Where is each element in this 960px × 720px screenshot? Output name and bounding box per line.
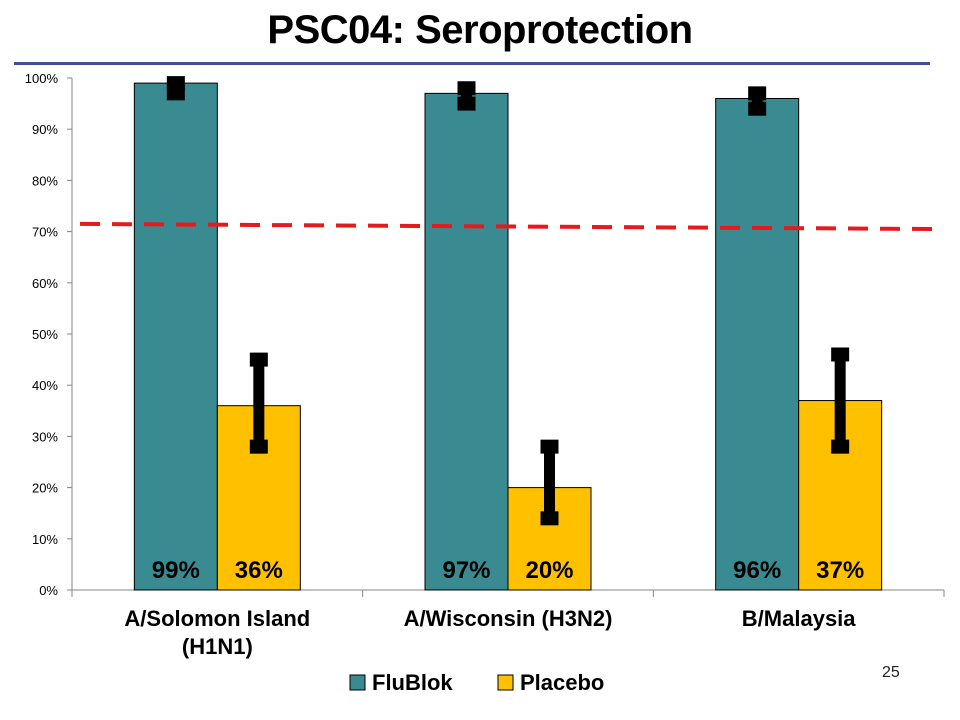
error-cap-lower bbox=[457, 96, 476, 111]
data-label: 97% bbox=[442, 557, 490, 584]
legend-label: Placebo bbox=[520, 670, 604, 695]
data-label: 96% bbox=[733, 557, 781, 584]
data-label: 99% bbox=[152, 557, 200, 584]
y-tick-label: 60% bbox=[32, 276, 58, 291]
slide-title: PSC04: Seroprotection bbox=[267, 8, 693, 52]
y-tick-label: 80% bbox=[32, 173, 58, 188]
error-cap-lower bbox=[166, 86, 185, 101]
chart-legend: FluBlok Placebo bbox=[349, 670, 604, 695]
category-label: B/Malaysia bbox=[742, 606, 856, 631]
error-cap-upper bbox=[831, 347, 850, 362]
legend-label: FluBlok bbox=[372, 670, 453, 695]
error-cap-upper bbox=[540, 439, 559, 454]
legend-swatch bbox=[497, 674, 514, 691]
chart-labels: 99% 36% A/Solomon Island (H1N1) 97% 20% A/Wisc… bbox=[124, 557, 864, 659]
y-tick-label: 40% bbox=[32, 378, 58, 393]
error-cap-lower bbox=[831, 439, 850, 454]
y-tick-label: 0% bbox=[39, 583, 58, 598]
y-tick-label: 20% bbox=[32, 481, 58, 496]
y-tick-label: 30% bbox=[32, 429, 58, 444]
bar-flublok bbox=[133, 82, 218, 591]
error-cap-upper bbox=[457, 81, 476, 96]
title-divider bbox=[14, 62, 930, 65]
legend-swatch bbox=[349, 674, 366, 691]
y-tick-label: 100% bbox=[25, 71, 59, 86]
threshold-line bbox=[79, 221, 939, 232]
bar-flublok bbox=[715, 97, 800, 591]
y-tick-label: 90% bbox=[32, 122, 58, 137]
threshold-line-group bbox=[79, 221, 939, 232]
data-label: 37% bbox=[816, 557, 864, 584]
error-cap-upper bbox=[249, 352, 268, 367]
error-cap-lower bbox=[249, 439, 268, 454]
y-tick-label: 10% bbox=[32, 532, 58, 547]
slide-number: 25 bbox=[882, 664, 900, 681]
error-cap-upper bbox=[748, 86, 767, 101]
bar-flublok bbox=[424, 92, 509, 591]
category-label: A/Solomon Island bbox=[124, 606, 310, 631]
error-cap-lower bbox=[540, 511, 559, 526]
category-label: (H1N1) bbox=[182, 634, 253, 659]
data-label: 20% bbox=[525, 557, 573, 584]
category-label: A/Wisconsin (H3N2) bbox=[404, 606, 613, 631]
data-label: 36% bbox=[235, 557, 283, 584]
chart-bars bbox=[133, 82, 883, 591]
y-tick-label: 70% bbox=[32, 225, 58, 240]
y-tick-label: 50% bbox=[32, 327, 58, 342]
error-cap-lower bbox=[748, 101, 767, 116]
error-bars bbox=[166, 76, 850, 526]
